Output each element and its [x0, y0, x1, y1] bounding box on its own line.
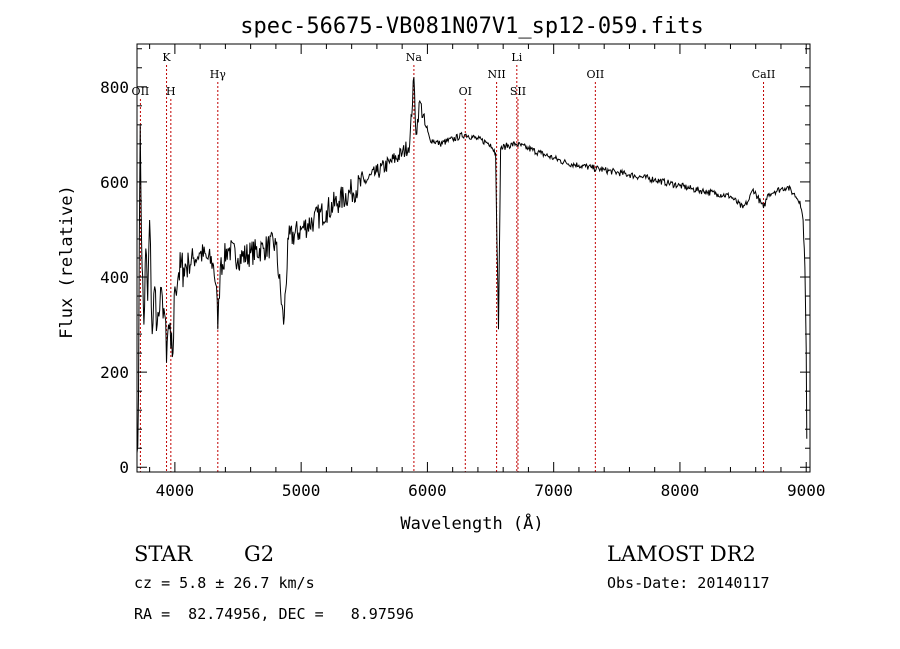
x-tick-label: 6000: [408, 481, 447, 500]
x-axis-label: Wavelength (Å): [400, 512, 543, 534]
spectral-line-markers: OII K H Hγ Na OI NII Li SII OII CaII: [132, 51, 776, 472]
survey-name: LAMOST DR2: [607, 542, 756, 566]
line-label-10: CaII: [752, 68, 776, 81]
x-tick-label: 7000: [534, 481, 573, 500]
y-tick-label: 200: [100, 363, 129, 382]
line-label-0: OII: [132, 85, 150, 98]
x-tick-label: 8000: [661, 481, 700, 500]
chart-title: spec-56675-VB081N07V1_sp12-059.fits: [240, 14, 704, 39]
spectrum-line: [136, 77, 808, 454]
redshift-info: cz = 5.8 ± 26.7 km/s: [134, 574, 315, 592]
object-class: STAR: [134, 542, 193, 566]
y-tick-label: 600: [100, 173, 129, 192]
y-tick-label: 400: [100, 268, 129, 287]
y-axis-ticks: 0 200 400 600 800: [100, 48, 810, 477]
line-label-5: OI: [459, 85, 472, 98]
y-tick-label: 800: [100, 78, 129, 97]
line-label-1: K: [162, 51, 171, 64]
line-label-6: NII: [487, 68, 505, 81]
line-label-7: Li: [511, 51, 522, 64]
x-axis-ticks: 4000 5000 6000 7000 8000 9000: [149, 44, 826, 500]
line-label-3: Hγ: [210, 68, 227, 81]
y-tick-label: 0: [119, 458, 129, 477]
line-label-8: SII: [510, 85, 526, 98]
observation-date: Obs-Date: 20140117: [607, 574, 770, 592]
x-tick-label: 4000: [156, 481, 195, 500]
x-tick-label: 9000: [787, 481, 826, 500]
object-subclass: G2: [244, 542, 274, 566]
x-tick-label: 5000: [282, 481, 321, 500]
line-label-9: OII: [586, 68, 604, 81]
y-axis-label: Flux (relative): [57, 185, 77, 339]
coordinates: RA = 82.74956, DEC = 8.97596: [134, 605, 414, 623]
line-label-2: H: [166, 85, 176, 98]
line-label-4: Na: [406, 51, 423, 64]
